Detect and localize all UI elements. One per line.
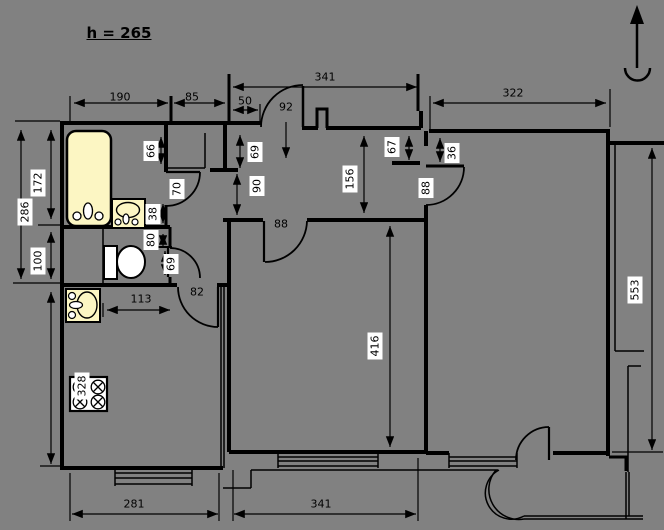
dim-label-286: 286 (17, 198, 33, 226)
window-icon (448, 453, 518, 468)
kitchen-sink-icon (65, 288, 101, 323)
toilet-icon (103, 245, 146, 280)
dim-label-281: 281 (123, 497, 145, 511)
facade-outline (614, 145, 644, 472)
extension-lines (13, 89, 663, 521)
dim-label-92: 92 (279, 100, 293, 114)
door-swing-icon (262, 220, 308, 263)
dim-label-172: 172 (30, 169, 46, 197)
dimension-lines (16, 82, 657, 519)
door-swing-icon (515, 426, 551, 461)
dim-label-113: 113 (130, 292, 152, 306)
window-icon (277, 452, 379, 468)
dim-label-82: 82 (190, 285, 204, 299)
dim-label-67: 67 (384, 137, 400, 157)
walls (60, 111, 664, 470)
ceiling-height-label: h = 265 (86, 24, 152, 42)
dim-label-70: 70 (169, 179, 185, 199)
dim-label-85: 85 (185, 90, 199, 104)
dim-label-66: 66 (143, 141, 159, 161)
vent-niche (315, 107, 329, 128)
north-arrow-icon (623, 5, 652, 82)
doors (165, 84, 551, 461)
dim-label-38: 38 (145, 204, 161, 224)
dim-label-90: 90 (249, 176, 265, 196)
bathtub-icon (65, 129, 113, 228)
door-swing-icon (425, 164, 465, 206)
dim-label-69: 69 (163, 254, 179, 274)
dim-label-50: 50 (238, 94, 252, 108)
dim-label-328: 328 (74, 372, 90, 400)
dim-label-341: 341 (310, 497, 332, 511)
dim-label-69: 69 (247, 142, 263, 162)
lavatory-sink-icon (111, 198, 146, 229)
dim-label-88: 88 (274, 217, 288, 231)
dim-label-341: 341 (314, 70, 336, 84)
kitchen-partition (220, 287, 225, 468)
dim-label-553: 553 (627, 276, 643, 304)
dim-label-100: 100 (30, 247, 46, 275)
balcony-outline (484, 469, 643, 521)
dim-label-322: 322 (502, 86, 524, 100)
dim-label-156: 156 (342, 165, 358, 193)
building-outline (223, 469, 498, 489)
dim-label-88: 88 (418, 178, 434, 198)
dim-label-36: 36 (444, 143, 460, 163)
door-swing-icon (165, 170, 201, 207)
dim-label-190: 190 (109, 90, 131, 104)
partitions-and-windows (102, 133, 644, 521)
dim-label-416: 416 (367, 332, 383, 360)
door-swing-icon (177, 286, 220, 328)
dim-label-80: 80 (143, 230, 159, 250)
window-icon (114, 468, 193, 486)
walls-medium (164, 74, 628, 471)
